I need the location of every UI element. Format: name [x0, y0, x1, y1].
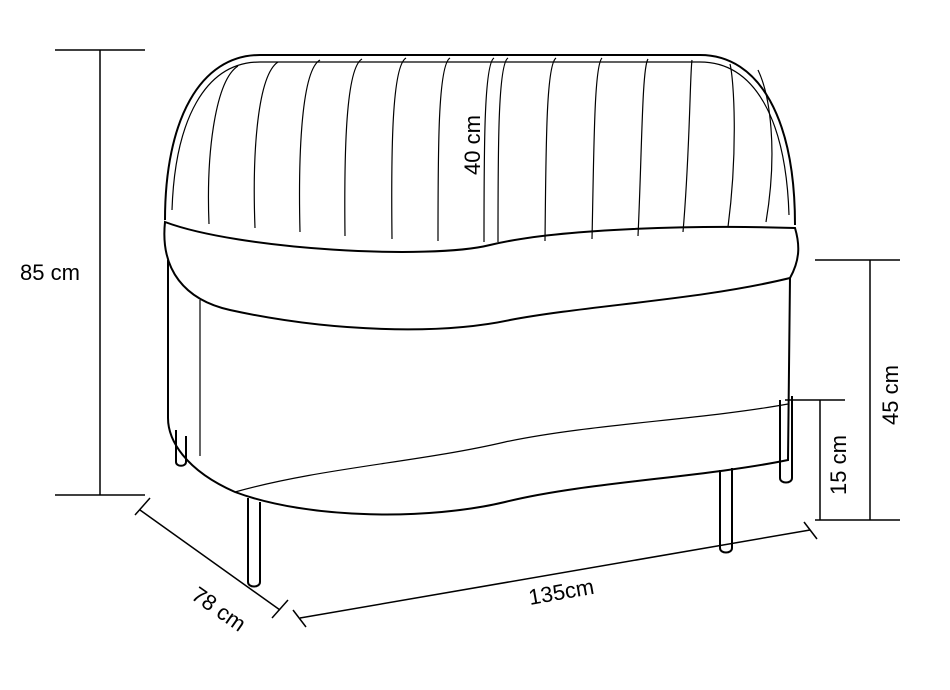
sofa-legs [176, 430, 260, 587]
dim-total-height: 85 cm [20, 50, 145, 495]
dim-width: 135cm [293, 522, 817, 627]
dim-backrest-height: 40 cm [460, 115, 485, 175]
label-total-height: 85 cm [20, 260, 80, 285]
label-seat-height: 45 cm [878, 365, 903, 425]
dim-depth: 78 cm [135, 498, 288, 636]
label-depth: 78 cm [187, 582, 250, 637]
backrest-channels [208, 58, 771, 242]
dim-leg-height: 15 cm [785, 400, 851, 520]
label-width: 135cm [527, 574, 596, 610]
sofa-dimension-diagram: 85 cm 40 cm 45 cm 15 cm 78 cm 135cm [0, 0, 950, 690]
label-backrest-height: 40 cm [460, 115, 485, 175]
label-leg-height: 15 cm [826, 435, 851, 495]
